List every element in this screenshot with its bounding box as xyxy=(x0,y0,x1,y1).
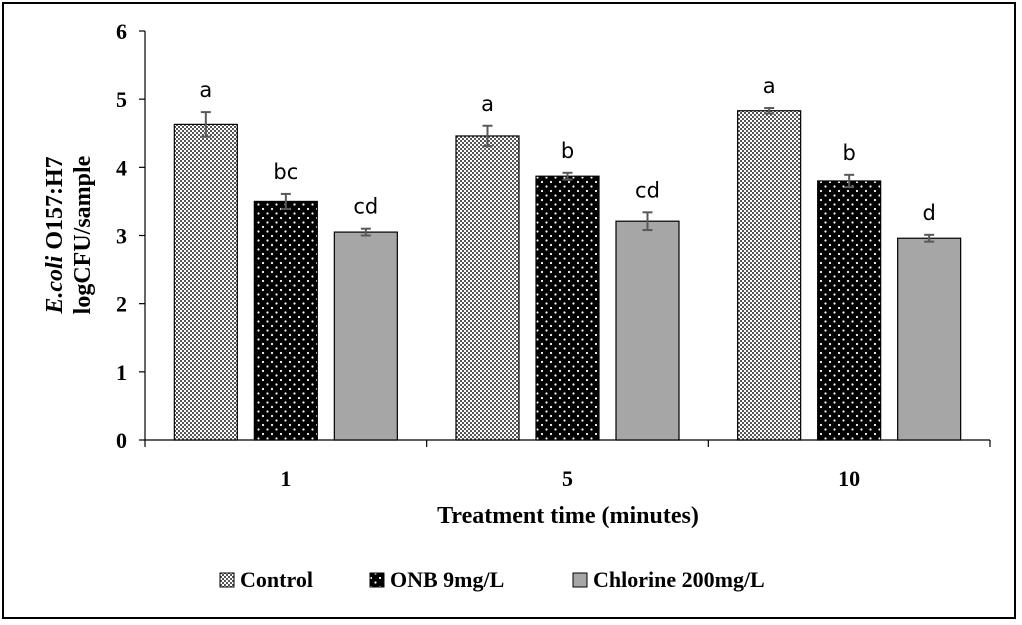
legend: Control ONB 9mg/L Chlorine 200mg/L xyxy=(219,567,765,592)
y-axis-title: E.coli O157:H7 logCFU/sample xyxy=(42,155,96,314)
x-tick-label: 1 xyxy=(280,466,291,491)
legend-label: ONB 9mg/L xyxy=(390,567,504,592)
legend-swatch xyxy=(369,572,385,588)
y-tick-label: 5 xyxy=(116,87,127,112)
y-tick-label: 4 xyxy=(116,155,127,180)
significance-label: a xyxy=(481,92,494,116)
bar xyxy=(535,175,600,441)
bar xyxy=(253,200,318,441)
significance-label: a xyxy=(763,74,776,98)
x-axis-title: Treatment time (minutes) xyxy=(437,503,699,529)
significance-label: b xyxy=(842,141,855,165)
y-axis: 0 1 2 3 4 5 6 xyxy=(116,19,146,453)
y-tick-label: 1 xyxy=(116,360,127,385)
y-tick-label: 6 xyxy=(116,19,127,44)
x-tick-label: 10 xyxy=(838,466,860,491)
significance-label: cd xyxy=(635,178,660,202)
bar xyxy=(615,220,680,441)
bar xyxy=(333,231,398,441)
y-tick-label: 3 xyxy=(116,224,127,249)
legend-swatch xyxy=(572,572,588,588)
y-axis-title-italic: E.coli xyxy=(42,255,68,314)
bar xyxy=(737,110,802,441)
legend-label: Chlorine 200mg/L xyxy=(593,567,765,592)
x-axis: 1 5 10 xyxy=(144,439,991,491)
significance-label: a xyxy=(199,78,212,102)
significance-label: bc xyxy=(273,160,298,184)
bar xyxy=(817,180,882,441)
x-tick-label: 5 xyxy=(562,466,573,491)
svg-text:E.coli O157:H7: E.coli O157:H7 xyxy=(42,156,68,314)
bar xyxy=(173,123,238,441)
significance-label: b xyxy=(561,139,574,163)
y-tick-label: 0 xyxy=(116,428,127,453)
y-axis-title-line2: logCFU/sample xyxy=(70,155,96,314)
significance-label: cd xyxy=(353,195,378,219)
significance-label: d xyxy=(922,201,935,225)
y-axis-title-rest: O157:H7 xyxy=(42,156,68,255)
bar xyxy=(897,237,962,441)
legend-label: Control xyxy=(240,567,313,592)
y-tick-label: 2 xyxy=(116,292,127,317)
legend-swatch xyxy=(219,572,235,588)
bar xyxy=(455,135,520,441)
bars: a a a bc b b cd cd d xyxy=(173,74,962,441)
